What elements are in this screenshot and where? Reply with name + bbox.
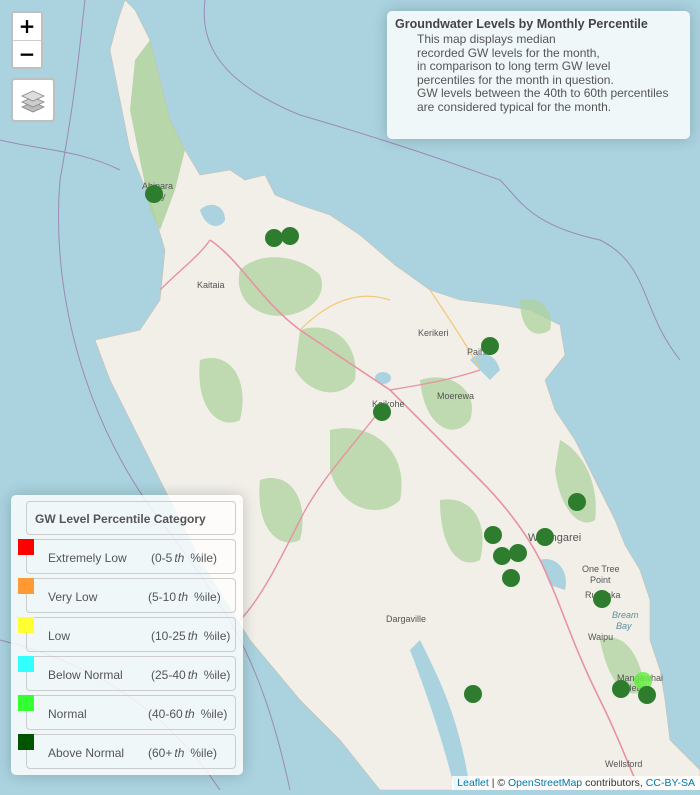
legend-swatch xyxy=(18,617,34,633)
site-marker[interactable] xyxy=(568,493,586,511)
legend-title: GW Level Percentile Category xyxy=(26,501,236,535)
legend-range-start: (10-25 xyxy=(151,629,186,643)
place-label: Kerikeri xyxy=(418,328,449,338)
legend-item-normal: Normal (40-60 th %ile) xyxy=(18,695,236,730)
site-marker[interactable] xyxy=(145,185,163,203)
legend-item-above-normal: Above Normal (60+ th %ile) xyxy=(18,734,236,769)
layers-icon xyxy=(21,90,45,113)
legend-range-start: (40-60 xyxy=(148,707,183,721)
info-line: GW levels between the 40th to 60th perce… xyxy=(417,86,669,101)
legend-swatch xyxy=(18,734,34,750)
license-link[interactable]: CC-BY-SA xyxy=(645,777,695,789)
place-label: Moerewa xyxy=(437,391,474,401)
info-line: are considered typical for the month. xyxy=(417,99,612,114)
legend-th: th xyxy=(174,746,185,760)
legend-label: Above Normal xyxy=(48,746,125,760)
legend-th: th xyxy=(174,551,185,565)
legend-range-start: (0-5 xyxy=(151,551,173,565)
legend-th: th xyxy=(187,629,198,643)
legend-range-end: %ile) xyxy=(203,668,231,682)
layers-button[interactable] xyxy=(11,78,55,122)
info-title: Groundwater Levels by Monthly Percentile xyxy=(395,17,648,31)
legend-item-extremely-low: Extremely Low (0-5 th %ile) xyxy=(18,539,236,574)
legend-item-very-low: Very Low (5-10 th %ile) xyxy=(18,578,236,613)
leaflet-link[interactable]: Leaflet xyxy=(457,777,489,789)
place-label: Point xyxy=(590,575,611,585)
legend-label: Low xyxy=(48,629,71,643)
site-marker[interactable] xyxy=(265,229,283,247)
zoom-in-button[interactable]: + xyxy=(13,13,41,40)
site-marker[interactable] xyxy=(481,337,499,355)
legend-swatch xyxy=(18,539,34,555)
place-label: Dargaville xyxy=(386,614,426,624)
site-marker[interactable] xyxy=(464,685,482,703)
attribution-separator: | © xyxy=(488,777,509,789)
site-marker[interactable] xyxy=(502,569,520,587)
monitoring-sites xyxy=(145,185,656,704)
legend-swatch xyxy=(18,656,34,672)
site-marker[interactable] xyxy=(593,590,611,608)
legend-label: Normal xyxy=(48,707,87,721)
osm-link[interactable]: OpenStreetMap xyxy=(508,777,583,789)
site-marker[interactable] xyxy=(373,403,391,421)
site-marker[interactable] xyxy=(281,227,299,245)
zoom-control: + − xyxy=(11,11,43,69)
legend-swatch xyxy=(18,695,34,711)
legend-range-end: %ile) xyxy=(194,590,221,604)
attribution-contributors: contributors, xyxy=(582,777,646,789)
legend-th: th xyxy=(187,668,198,682)
place-label: Paihia xyxy=(467,347,492,357)
legend-range-end: %ile) xyxy=(200,707,228,721)
place-label: One Tree xyxy=(582,564,620,574)
place-label: Wellsford xyxy=(605,759,642,769)
legend-th: th xyxy=(184,707,195,721)
legend-range-start: (25-40 xyxy=(151,668,186,682)
site-marker[interactable] xyxy=(484,526,502,544)
legend-range-start: (60+ xyxy=(148,746,173,760)
info-panel: Groundwater Levels by Monthly Percentile… xyxy=(387,11,690,139)
legend-range-end: %ile) xyxy=(203,629,231,643)
legend-range-start: (5-10 xyxy=(148,590,177,604)
place-label: Kaikohe xyxy=(372,399,405,409)
place-label: Whangarei xyxy=(528,532,581,544)
legend-item-low: Low (10-25 th %ile) xyxy=(18,617,236,652)
site-marker[interactable] xyxy=(638,686,656,704)
place-label: Waipu xyxy=(588,632,613,642)
place-label: Bay xyxy=(616,621,632,631)
legend-label: Very Low xyxy=(48,590,98,604)
info-line: recorded GW levels for the month, xyxy=(417,45,600,60)
site-marker[interactable] xyxy=(634,672,652,690)
map-attribution: Leaflet | © OpenStreetMap contributors, … xyxy=(452,776,700,790)
site-marker[interactable] xyxy=(509,544,527,562)
legend-range-end: %ile) xyxy=(190,746,218,760)
legend-item-below-normal: Below Normal (25-40 th %ile) xyxy=(18,656,236,691)
place-label: Bream xyxy=(612,610,639,620)
site-marker[interactable] xyxy=(493,547,511,565)
info-line: in comparison to long term GW level xyxy=(417,59,611,74)
info-line: This map displays median xyxy=(417,32,556,46)
legend-label: Below Normal xyxy=(48,668,123,682)
legend-range-end: %ile) xyxy=(190,551,218,565)
site-marker[interactable] xyxy=(612,680,630,698)
info-line: percentiles for the month in question. xyxy=(417,72,614,87)
legend-th: th xyxy=(178,590,189,604)
legend-label: Extremely Low xyxy=(48,551,127,565)
zoom-out-button[interactable]: − xyxy=(13,40,41,67)
legend-swatch xyxy=(18,578,34,594)
legend-panel: GW Level Percentile Category Extremely L… xyxy=(11,495,243,775)
place-label: Kaitaia xyxy=(197,280,225,290)
site-marker[interactable] xyxy=(536,528,554,546)
